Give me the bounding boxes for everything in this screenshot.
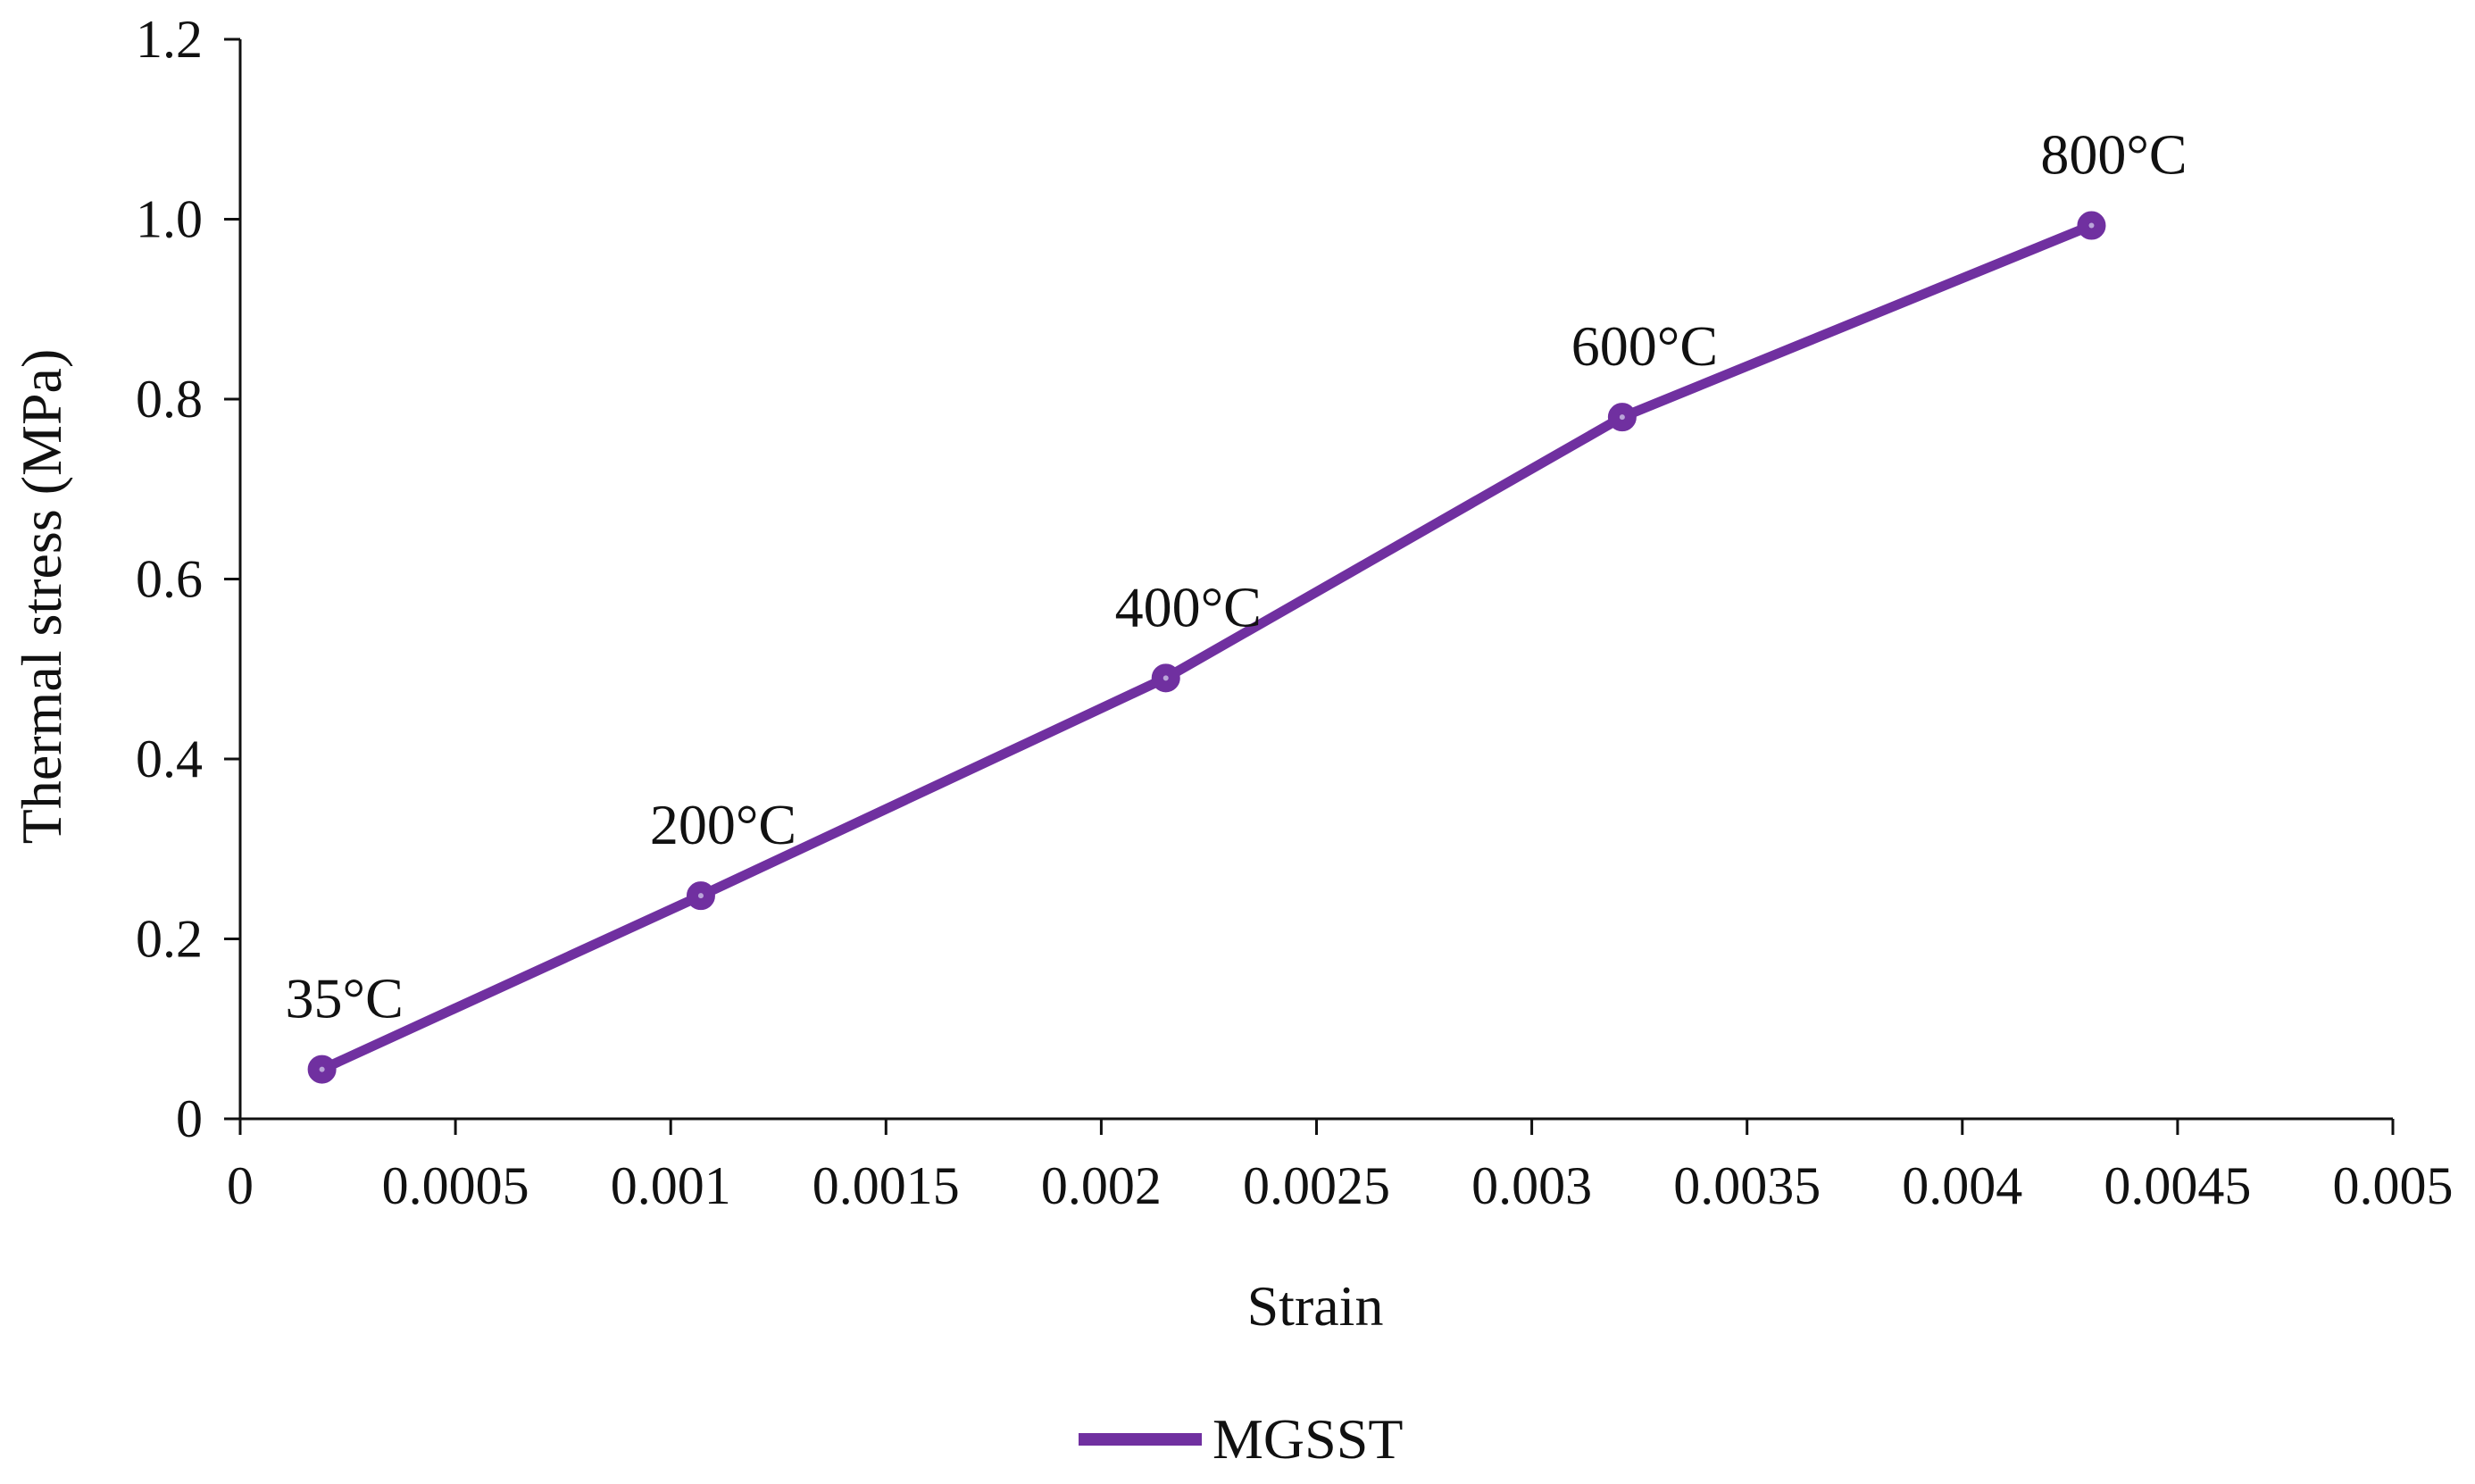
- data-labels: 35°C 200°C 400°C 600°C 800°C: [285, 123, 2187, 1030]
- y-tick-label: 0.4: [136, 729, 203, 788]
- x-tick-label: 0.004: [1902, 1156, 2022, 1215]
- x-tick-label: 0.003: [1471, 1156, 1592, 1215]
- data-point-center: [319, 1066, 325, 1072]
- x-tick-label: 0: [227, 1156, 254, 1215]
- series-line-mgsst: [317, 221, 2096, 1075]
- data-point-center: [2088, 222, 2095, 229]
- data-label: 400°C: [1115, 575, 1262, 638]
- x-tick-label: 0.0025: [1243, 1156, 1390, 1215]
- data-label: 600°C: [1571, 314, 1718, 378]
- data-label: 35°C: [285, 967, 403, 1030]
- x-tick-label: 0.005: [2333, 1156, 2454, 1215]
- data-point-center: [1619, 414, 1625, 421]
- axes: 0 0.0005 0.001 0.0015 0.002 0.0025 0.003 0.0035…: [136, 10, 2454, 1215]
- x-tick-label: 0.0045: [2104, 1156, 2251, 1215]
- x-axis-title: Strain: [1247, 1274, 1384, 1338]
- legend-label-mgsst: MGSST: [1212, 1407, 1403, 1471]
- y-tick-label: 0.6: [136, 550, 203, 609]
- x-tick-label: 0.001: [611, 1156, 731, 1215]
- data-label: 200°C: [650, 793, 796, 856]
- data-point-center: [697, 893, 704, 899]
- x-tick-label: 0.0005: [382, 1156, 529, 1215]
- y-tick-label: 0.8: [136, 370, 203, 429]
- data-point-center: [1162, 675, 1169, 681]
- y-tick-label: 1.2: [136, 10, 203, 69]
- y-axis-title: Thermal stress (MPa): [10, 349, 73, 845]
- y-tick-label: 1.0: [136, 190, 203, 249]
- series-layer: [307, 211, 2106, 1084]
- x-tick-label: 0.0035: [1673, 1156, 1821, 1215]
- legend: MGSST: [1079, 1407, 1403, 1471]
- x-tick-label: 0.0015: [812, 1156, 960, 1215]
- x-tick-label: 0.002: [1041, 1156, 1162, 1215]
- data-label: 800°C: [2040, 123, 2187, 187]
- y-tick-label: 0.2: [136, 910, 203, 969]
- y-tick-label: 0: [176, 1089, 203, 1148]
